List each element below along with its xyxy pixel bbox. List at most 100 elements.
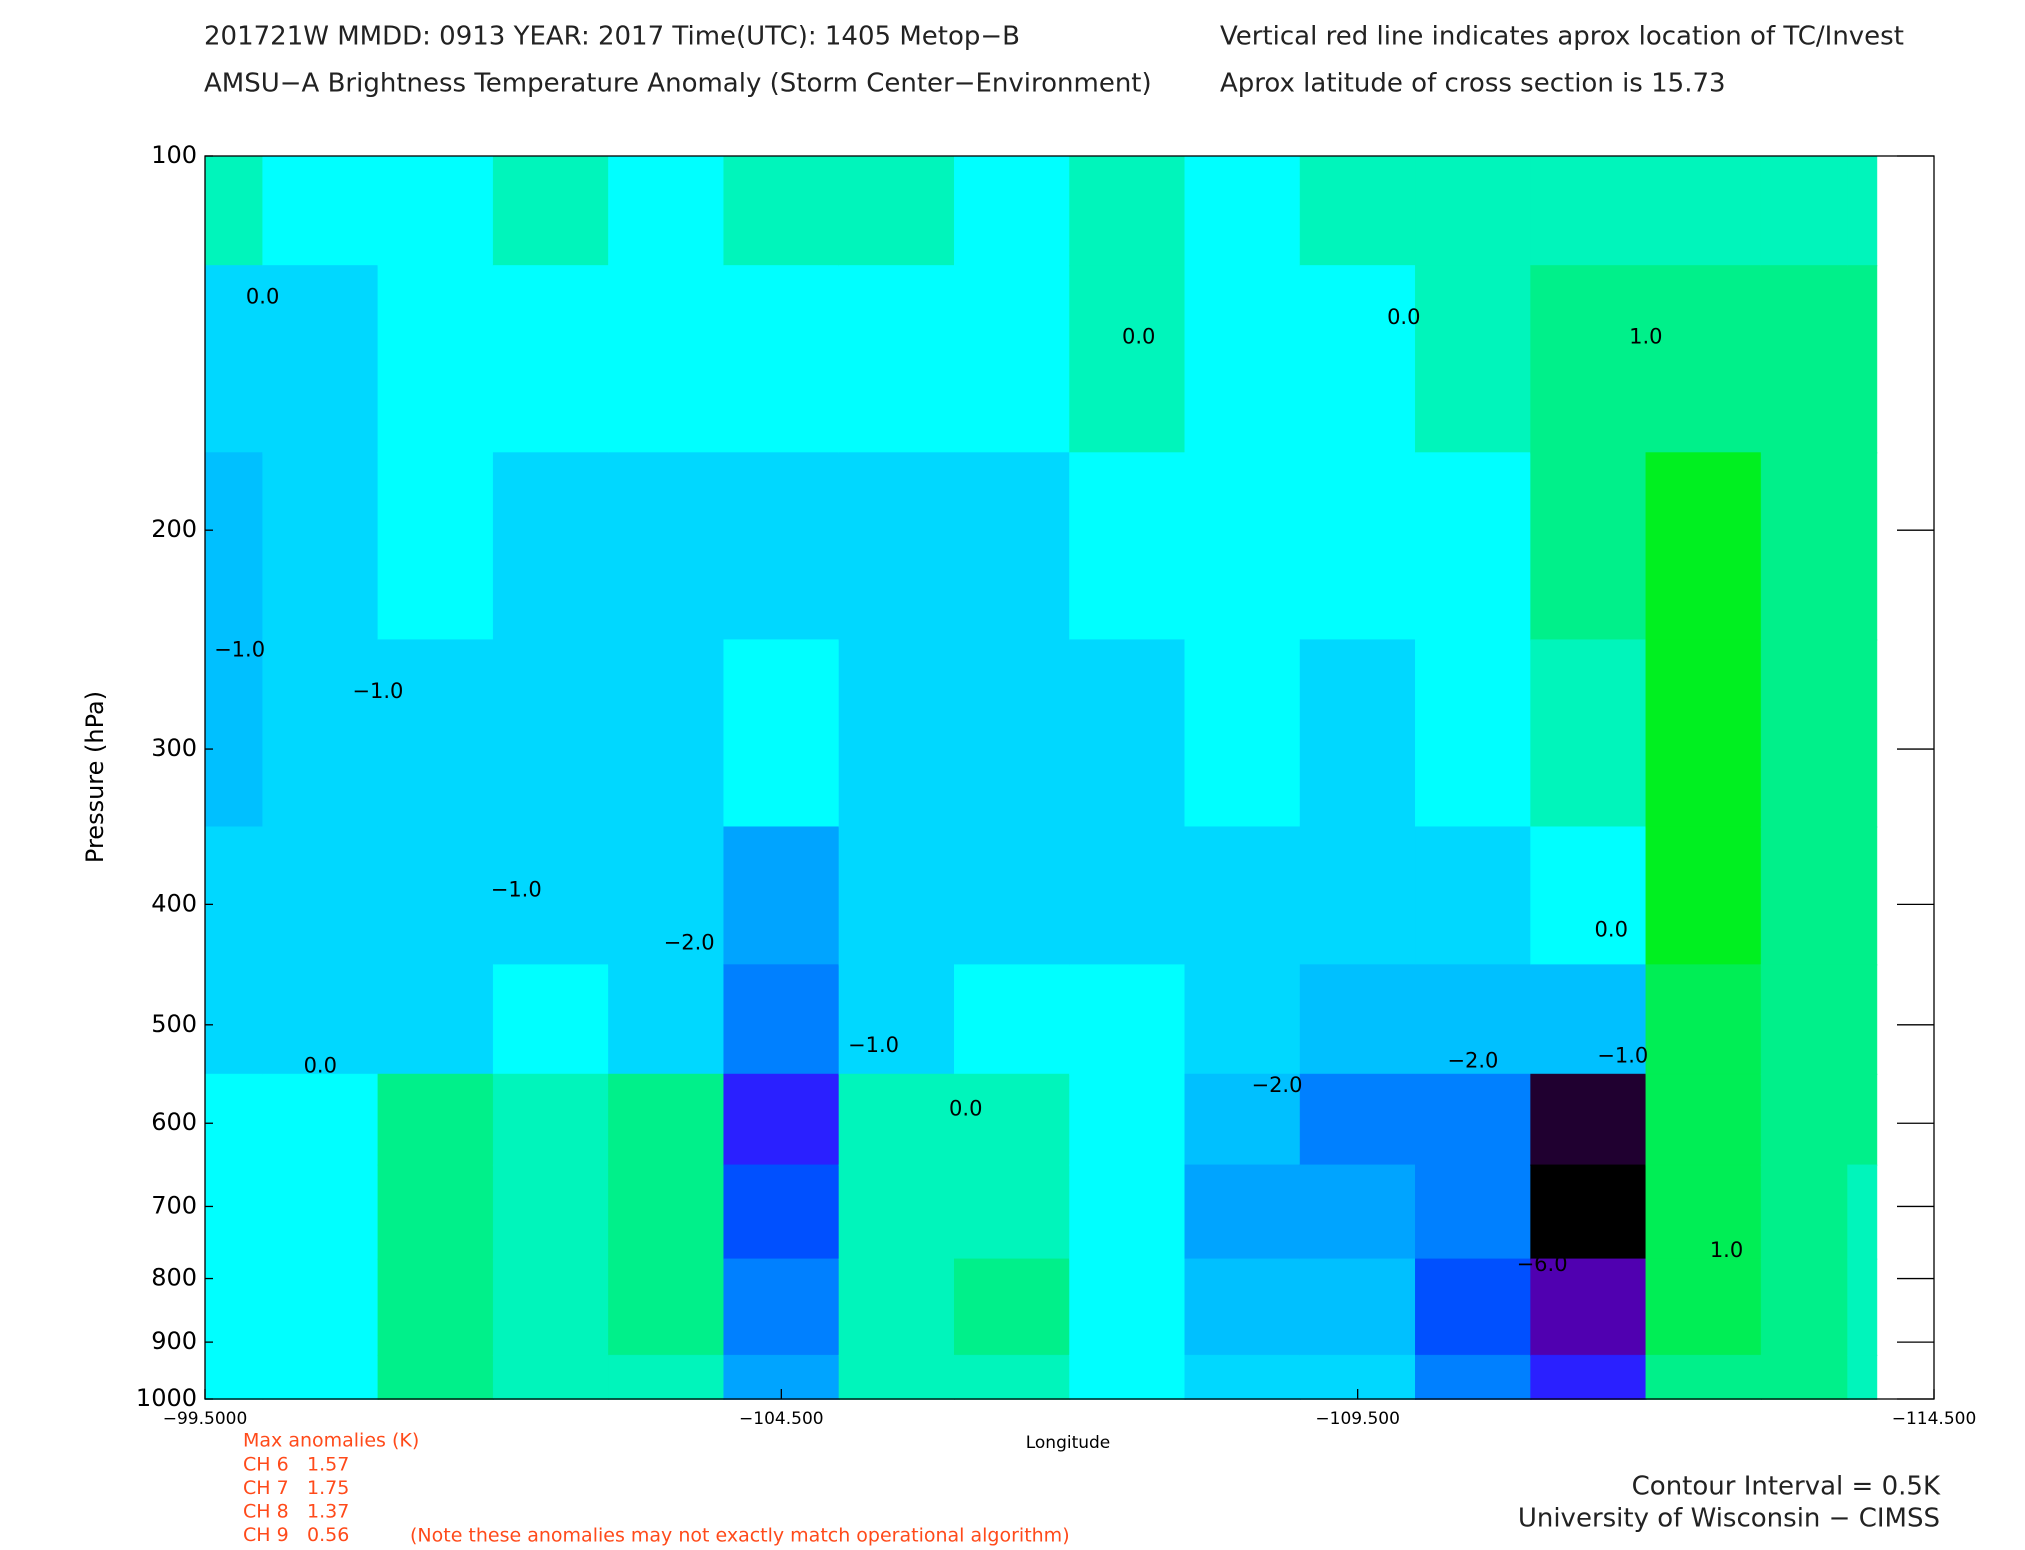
contour-label: 1.0 [1710, 1238, 1743, 1262]
contour-cell [953, 964, 1071, 1075]
contour-cell [492, 1073, 610, 1166]
contour-cell [608, 1073, 725, 1166]
contour-cell [1299, 452, 1417, 641]
contour-cell [204, 1073, 264, 1166]
contour-cell [953, 155, 1071, 267]
contour-cell [723, 1164, 840, 1260]
contour-label: 0.0 [1122, 325, 1155, 349]
credit: University of Wisconsin − CIMSS [1518, 1504, 1940, 1534]
contour-label: −1.0 [848, 1033, 899, 1057]
contour-cell [1184, 1164, 1301, 1260]
contour-cell [1760, 1354, 1849, 1400]
channel-label: CH 9 [243, 1524, 289, 1546]
contour-cell [262, 1258, 379, 1356]
contour-cell [1760, 155, 1849, 267]
contour-cell [262, 155, 379, 267]
x-tick-label: −104.500 [739, 1409, 824, 1429]
contour-cell [377, 639, 495, 828]
contour-cell [838, 639, 956, 828]
contour-label: −2.0 [1447, 1048, 1498, 1072]
header-line: AMSU−A Brightness Temperature Anomaly (S… [204, 69, 1152, 99]
contour-cell [1530, 826, 1647, 966]
contour-interval: Contour Interval = 0.5K [1632, 1472, 1941, 1502]
channel-label: CH 6 [243, 1454, 289, 1476]
header-line: Vertical red line indicates aprox locati… [1220, 22, 1904, 52]
contour-cell [838, 452, 956, 641]
contour-label: −2.0 [664, 930, 715, 954]
contour-cell [1760, 639, 1849, 828]
contour-cell [1069, 826, 1186, 966]
contour-cell [1415, 1073, 1532, 1166]
contour-cell [723, 155, 840, 267]
contour-cell [377, 1258, 495, 1356]
contour-field [204, 155, 1878, 1400]
contour-cell [1069, 155, 1186, 267]
contour-cell [1299, 639, 1417, 828]
contour-cell [1847, 1258, 1878, 1356]
y-tick-label: 600 [151, 1108, 197, 1136]
contour-cell [953, 639, 1071, 828]
contour-cell [838, 826, 956, 966]
contour-cell [953, 826, 1071, 966]
contour-cell [492, 964, 610, 1075]
contour-label: 0.0 [246, 285, 279, 309]
overlay: 0.0 −1.0 −1.0 −1.0 0.0 −2.0 −1.0 0.0 0.0 0.0 −2.0 −… [136, 141, 1976, 1429]
y-tick-label: 700 [151, 1191, 197, 1219]
contour-cell [1299, 964, 1417, 1075]
contour-cell [492, 1258, 610, 1356]
contour-cell [1069, 964, 1186, 1075]
contour-cell [608, 265, 725, 454]
contour-cell [1760, 452, 1849, 641]
contour-cell [1184, 1258, 1301, 1356]
contour-cell [1415, 826, 1532, 966]
contour-cell [1415, 452, 1532, 641]
contour-cell [1645, 964, 1762, 1075]
x-axis-label: Longitude [1026, 1433, 1111, 1453]
contour-cell [838, 1258, 956, 1356]
contour-cell [1069, 265, 1186, 454]
contour-cell [1184, 826, 1301, 966]
contour-cell [953, 1164, 1071, 1260]
contour-cell [608, 639, 725, 828]
contour-cell [492, 1354, 610, 1400]
y-tick-label: 200 [151, 515, 197, 543]
contour-cell [1847, 155, 1878, 267]
contour-cell [1069, 1073, 1186, 1166]
contour-cell [608, 964, 725, 1075]
contour-cell [1760, 265, 1849, 454]
contour-label: 1.0 [1629, 325, 1662, 349]
contour-cell [1184, 1073, 1301, 1166]
contour-cell [377, 452, 495, 641]
contour-label: −2.0 [1251, 1073, 1302, 1097]
contour-cell [838, 155, 956, 267]
y-tick-label: 300 [151, 734, 197, 762]
contour-cell [377, 1354, 495, 1400]
contour-cell [492, 452, 610, 641]
contour-cell [723, 964, 840, 1075]
contour-label: 0.0 [304, 1053, 337, 1077]
contour-cell [262, 964, 379, 1075]
contour-cell [262, 1164, 379, 1260]
contour-cell [1299, 1073, 1417, 1166]
contour-cell [608, 155, 725, 267]
contour-cell [204, 964, 264, 1075]
contour-cell [1530, 452, 1647, 641]
plot-frame [204, 155, 1935, 1400]
contour-cell [953, 1258, 1071, 1356]
contour-cell [204, 1258, 264, 1356]
contour-cell [262, 1073, 379, 1166]
contour-cell [1645, 1073, 1762, 1166]
contour-label: −1.0 [214, 638, 265, 662]
y-tick-label: 1000 [136, 1384, 197, 1412]
channel-value: 1.57 [307, 1454, 349, 1476]
contour-label: −5.0 [1563, 1238, 1614, 1262]
contour-cell [204, 155, 264, 267]
contour-cell [1415, 1354, 1532, 1400]
contour-cell [723, 265, 840, 454]
contour-cell [204, 265, 264, 454]
contour-cell [953, 1073, 1071, 1166]
contour-cell [608, 1164, 725, 1260]
contour-cell [1847, 826, 1878, 966]
contour-cell [377, 1073, 495, 1166]
contour-cell [377, 155, 495, 267]
